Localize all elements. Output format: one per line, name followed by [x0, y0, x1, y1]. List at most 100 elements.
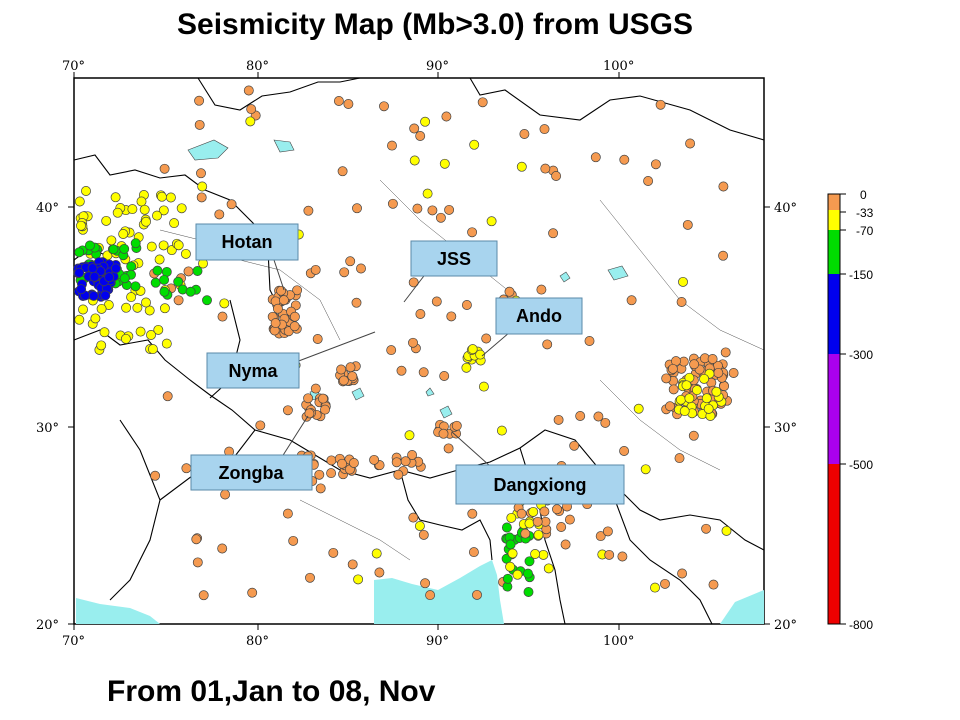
- earthquake-dot: [543, 563, 554, 574]
- earthquake-dot: [478, 381, 489, 392]
- earthquake-dot: [530, 549, 541, 559]
- earthquake-dot: [326, 455, 337, 466]
- earthquake-dot: [472, 589, 482, 600]
- earthquake-dot: [516, 161, 527, 172]
- earthquake-dot: [126, 261, 137, 272]
- earthquake-dot: [356, 263, 366, 274]
- earthquake-dot: [481, 333, 492, 344]
- earthquake-dot: [126, 292, 137, 303]
- earthquake-dot: [548, 228, 559, 239]
- earthquake-dot: [374, 567, 385, 578]
- earthquake-dot: [96, 340, 107, 351]
- map-title: Seismicity Map (Mb>3.0) from USGS: [177, 8, 693, 41]
- earthquake-dot: [667, 363, 678, 374]
- earthquake-dot: [396, 365, 407, 376]
- lat-tick-right-40: 40°: [774, 201, 797, 216]
- earthquake-dot: [173, 295, 184, 306]
- earthquake-dot: [84, 240, 95, 251]
- earthquake-dot: [159, 286, 170, 297]
- earthquake-dot: [701, 393, 712, 404]
- earthquake-dot: [542, 339, 553, 350]
- lat-tick-right-30: 30°: [774, 421, 797, 436]
- earthquake-dot: [519, 129, 530, 139]
- earthquake-dot: [552, 504, 562, 515]
- earthquake-dot: [108, 244, 119, 255]
- earthquake-dot: [675, 394, 686, 405]
- earthquake-dot: [443, 443, 454, 454]
- earthquake-dot: [326, 468, 337, 479]
- earthquake-dot: [146, 330, 156, 340]
- earthquake-dot: [412, 203, 423, 214]
- earthquake-dot: [532, 516, 543, 527]
- earthquake-dot: [76, 284, 87, 295]
- earthquake-dot: [173, 276, 184, 287]
- earthquake-dot: [409, 155, 420, 166]
- earthquake-dot: [528, 506, 539, 517]
- callout-dangxiong: Dangxiong: [451, 431, 625, 505]
- earthquake-dot: [255, 420, 266, 431]
- earthquake-dot: [158, 205, 169, 216]
- earthquake-dot: [439, 371, 450, 381]
- earthquake-dot: [74, 247, 85, 258]
- earthquake-dot: [569, 440, 580, 451]
- south-china-sea: [720, 590, 764, 624]
- earthquake-dot: [661, 373, 672, 384]
- earthquake-dot: [110, 192, 121, 203]
- earthquake-dot: [633, 403, 644, 414]
- earthquake-dot: [217, 543, 228, 554]
- earthquake-dot: [701, 523, 712, 534]
- earthquake-dot: [504, 286, 515, 297]
- earthquake-dot: [352, 203, 362, 214]
- bay-of-bengal: [374, 560, 504, 624]
- lon-tick-bottom-80: 80°: [246, 634, 269, 649]
- earthquake-dot: [110, 263, 121, 274]
- earthquake-dot: [584, 336, 595, 346]
- earthquake-dot: [328, 547, 339, 558]
- earthquake-dot: [538, 549, 549, 560]
- earthquake-dot: [150, 470, 161, 481]
- earthquake-dot: [524, 518, 535, 529]
- earthquake-dot: [418, 367, 429, 378]
- earthquake-dot: [718, 250, 729, 261]
- earthquake-dot: [425, 590, 436, 601]
- earthquake-dot: [386, 345, 397, 356]
- earthquake-dot: [475, 349, 486, 360]
- earthquake-dot: [617, 551, 628, 562]
- earthquake-dot: [467, 227, 478, 238]
- callout-ando: Ando: [481, 297, 583, 357]
- earthquake-dot: [619, 446, 630, 456]
- earthquake-dot: [400, 456, 411, 467]
- earthquake-dot: [540, 163, 551, 174]
- earthquake-dot: [181, 463, 192, 474]
- earthquake-dot: [718, 181, 729, 192]
- earthquake-dot: [153, 324, 164, 335]
- earthquake-dot: [141, 297, 151, 308]
- depth-label-150: -150: [849, 268, 873, 282]
- earthquake-dot: [347, 559, 358, 570]
- earthquake-dot: [246, 104, 257, 115]
- earthquake-dot: [536, 284, 547, 295]
- earthquake-dot: [282, 508, 293, 519]
- earthquake-dot: [176, 203, 187, 214]
- earthquake-dot: [451, 420, 462, 431]
- earthquake-dot: [104, 272, 115, 283]
- earthquake-dot: [303, 205, 314, 216]
- earthquake-dot: [198, 590, 209, 601]
- earthquake-dot: [643, 176, 654, 186]
- lon-tick-bottom-90: 90°: [426, 634, 449, 649]
- earthquake-dot: [560, 539, 571, 550]
- earthquake-dot: [226, 199, 237, 210]
- earthquake-dot: [196, 192, 207, 203]
- earthquake-dot: [156, 191, 167, 202]
- earthquake-dot: [507, 548, 518, 559]
- earthquake-dot: [135, 326, 146, 337]
- earthquake-dot: [602, 526, 613, 537]
- earthquake-dot: [169, 218, 180, 229]
- earthquake-dot: [158, 240, 169, 251]
- earthquake-dot: [486, 216, 497, 227]
- earthquake-dot: [414, 521, 425, 531]
- earthquake-dot: [336, 364, 347, 375]
- earthquake-dot: [119, 273, 130, 284]
- earthquake-dot: [650, 582, 660, 593]
